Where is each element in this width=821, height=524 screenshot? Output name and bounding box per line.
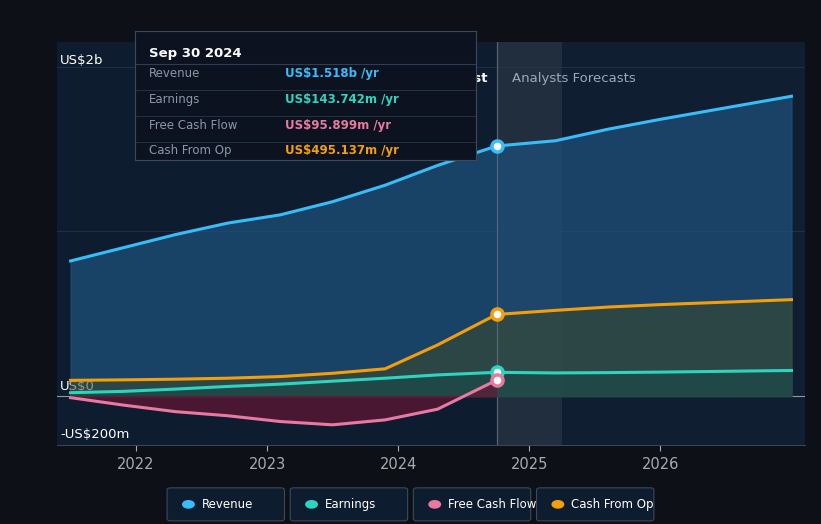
Text: Earnings: Earnings [325,498,376,511]
Text: Cash From Op: Cash From Op [571,498,654,511]
Bar [497,42,562,445]
Text: Revenue: Revenue [201,498,253,511]
Text: US$95.899m /yr: US$95.899m /yr [286,119,392,132]
Text: Sep 30 2024: Sep 30 2024 [149,47,241,60]
Text: Free Cash Flow: Free Cash Flow [448,498,536,511]
Text: US$2b: US$2b [60,53,103,67]
Bar [57,42,497,445]
Text: Analysts Forecasts: Analysts Forecasts [512,72,636,85]
Text: US$143.742m /yr: US$143.742m /yr [286,93,399,106]
Text: Earnings: Earnings [149,93,200,106]
Text: US$495.137m /yr: US$495.137m /yr [286,145,399,157]
Text: Revenue: Revenue [149,68,200,80]
Text: Cash From Op: Cash From Op [149,145,232,157]
Text: Past: Past [456,72,488,85]
Text: US$0: US$0 [60,380,95,392]
Bar [497,42,805,445]
Text: US$1.518b /yr: US$1.518b /yr [286,68,379,80]
Text: Free Cash Flow: Free Cash Flow [149,119,237,132]
Text: -US$200m: -US$200m [60,428,130,441]
